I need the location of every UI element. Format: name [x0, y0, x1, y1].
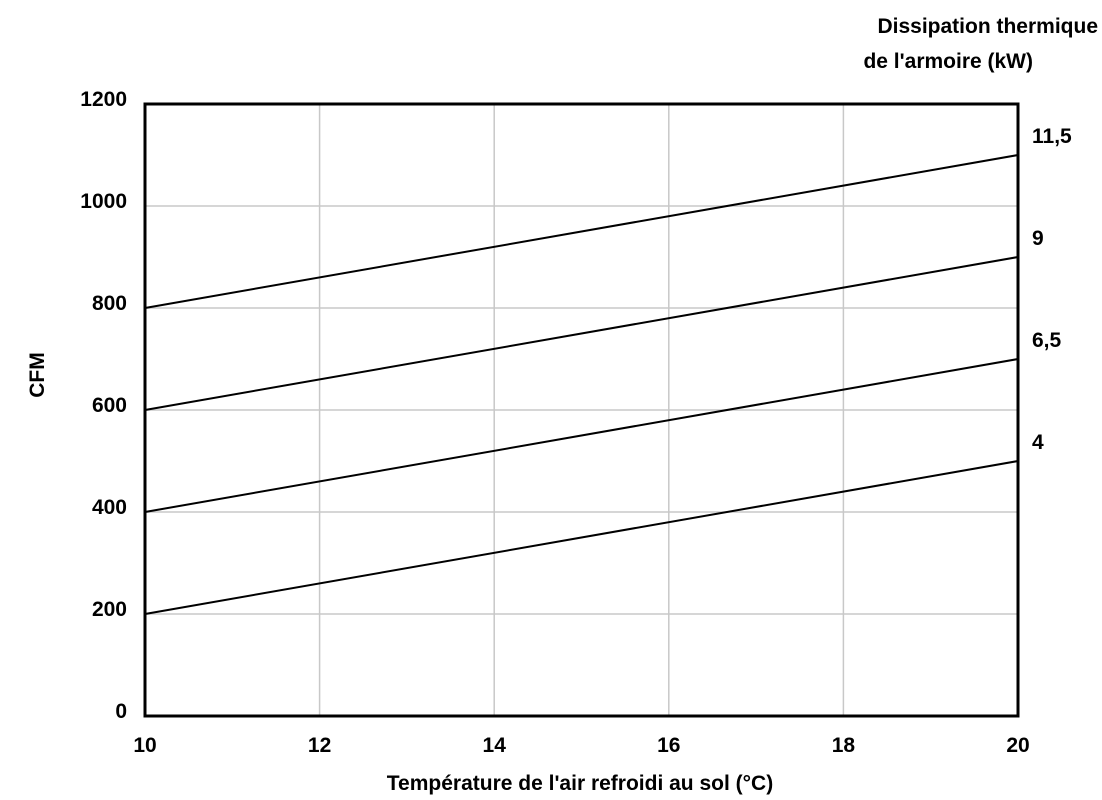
- series-label: 4: [1032, 431, 1044, 454]
- series-label: 6,5: [1032, 329, 1062, 352]
- grid: [144, 103, 1019, 717]
- y-axis-title: CFM: [26, 352, 49, 398]
- right-axis-title-line-1: Dissipation thermique: [877, 15, 1098, 38]
- y-tick-label: 800: [92, 292, 127, 315]
- x-tick-labels: 10 12 14 16 18 20: [133, 734, 1029, 757]
- y-tick-label: 1200: [80, 88, 127, 111]
- series-lines: [144, 154, 1019, 615]
- y-tick-labels: 0 200 400 600 800 1000 1200: [80, 88, 127, 723]
- plot-frame: [143, 102, 1020, 718]
- series-label: 11,5: [1032, 125, 1072, 148]
- series-line: [144, 154, 1019, 309]
- x-tick-label: 18: [832, 734, 856, 757]
- y-tick-label: 200: [92, 598, 127, 621]
- y-tick-label: 600: [92, 394, 127, 417]
- x-tick-label: 12: [308, 734, 331, 757]
- x-axis-title: Température de l'air refroidi au sol (°C…: [387, 772, 773, 795]
- x-tick-label: 16: [657, 734, 680, 757]
- series-label: 9: [1032, 227, 1044, 250]
- y-tick-label: 1000: [80, 190, 127, 213]
- series-labels: 4 6,5 9 11,5: [1032, 125, 1072, 454]
- y-tick-label: 0: [115, 700, 127, 723]
- series-line: [144, 256, 1019, 411]
- series-line: [144, 358, 1019, 513]
- x-tick-label: 10: [133, 734, 156, 757]
- x-tick-label: 14: [483, 734, 507, 757]
- y-tick-label: 400: [92, 496, 127, 519]
- series-line: [144, 460, 1019, 615]
- right-axis-title-line-2: de l'armoire (kW): [863, 50, 1033, 73]
- x-tick-label: 20: [1006, 734, 1029, 757]
